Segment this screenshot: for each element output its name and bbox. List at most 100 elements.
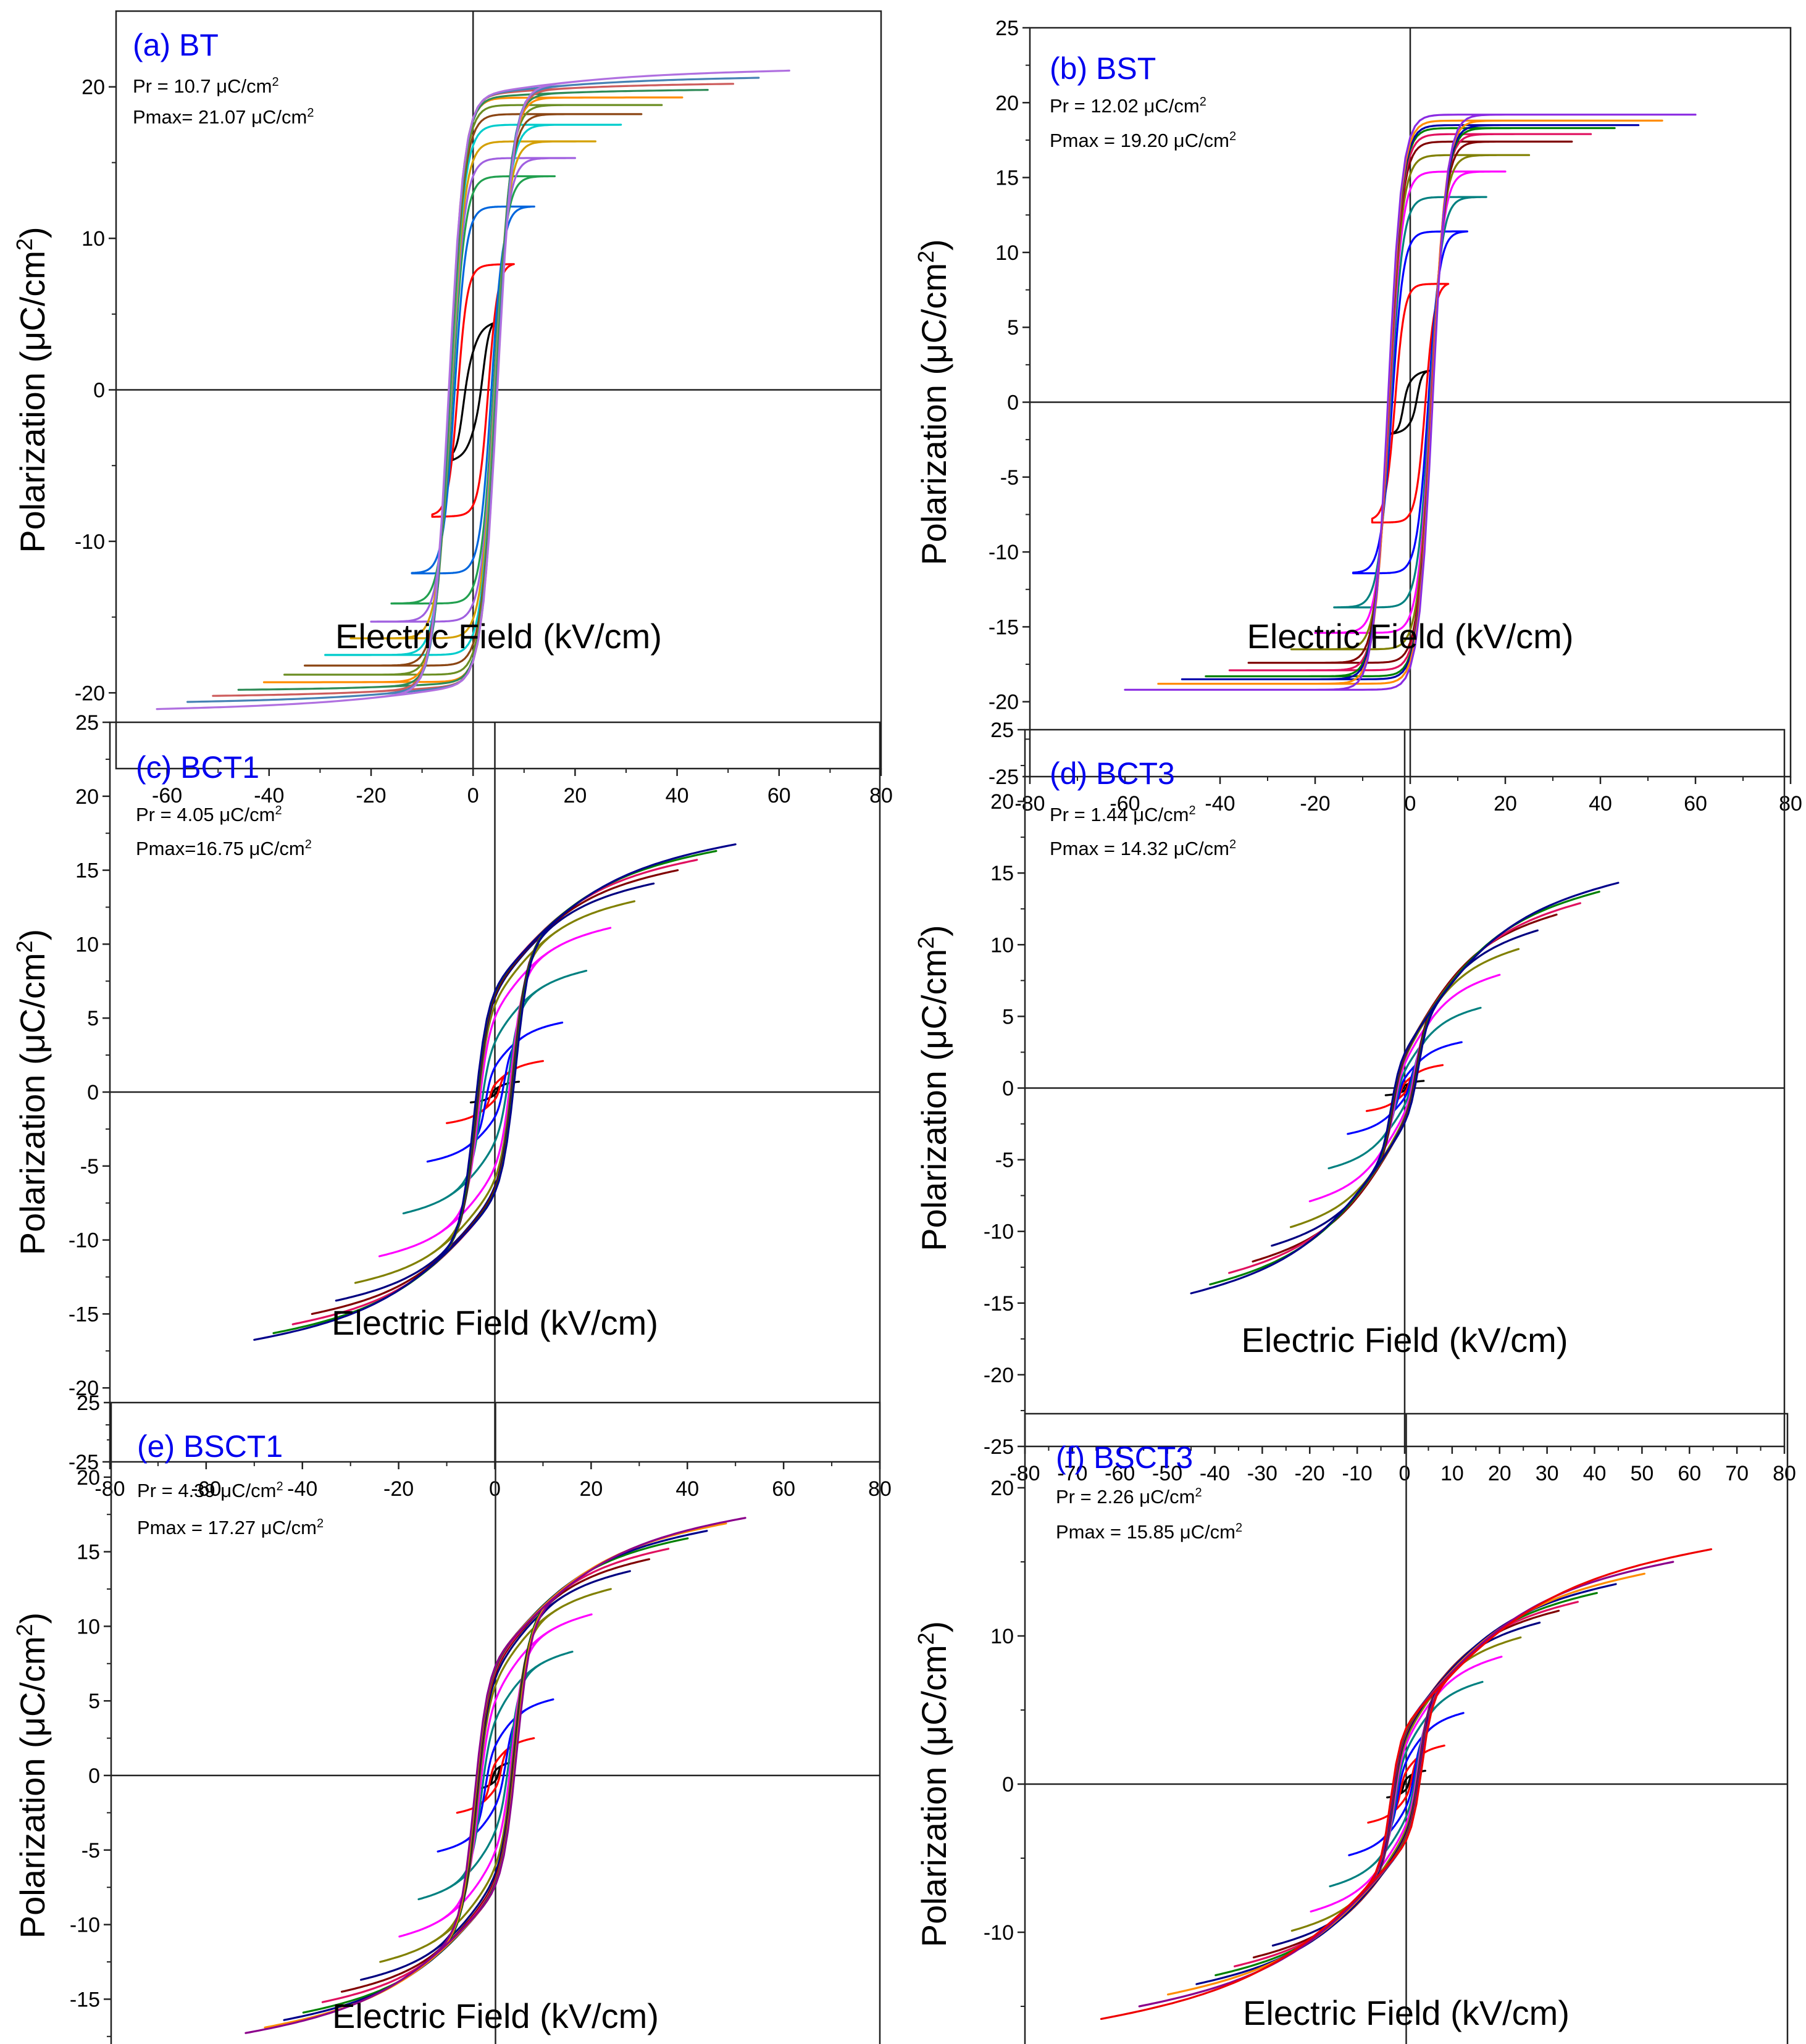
y-tick-label: 25 [77, 1391, 100, 1415]
y-tick-label: 20 [82, 76, 105, 99]
x-tick-label: -40 [1200, 1462, 1230, 1485]
x-tick-label: 10 [1440, 1462, 1464, 1485]
y-tick-label: -5 [82, 1839, 100, 1863]
x-axis-title: Electric Field (kV/cm) [335, 617, 662, 656]
pr-annotation: Pr = 1.44 μC/cm2 [1050, 804, 1196, 825]
hysteresis-loop-3 [1352, 230, 1468, 575]
y-tick-label: -10 [989, 541, 1019, 564]
x-tick-label: 80 [1773, 1462, 1796, 1485]
y-tick-label: 10 [990, 1625, 1014, 1648]
x-tick-label: -60 [1110, 792, 1140, 816]
x-tick-label: 40 [675, 1477, 699, 1501]
y-tick-label: 10 [995, 241, 1019, 265]
pr-annotation: Pr = 2.26 μC/cm2 [1056, 1486, 1202, 1508]
y-tick-label: 5 [1007, 316, 1019, 340]
y-tick-label: 5 [87, 1007, 99, 1030]
y-tick-label: -25 [989, 765, 1019, 789]
x-tick-label: 0 [1405, 792, 1416, 816]
y-tick-label: -15 [69, 1303, 99, 1326]
y-tick-label: -5 [80, 1155, 99, 1178]
panel-title: (a) BT [133, 28, 219, 62]
hysteresis-loop-11 [1195, 1583, 1617, 1985]
y-tick-label: -15 [989, 615, 1019, 639]
y-tick-label: 15 [77, 1541, 100, 1564]
x-tick-label: -20 [356, 784, 386, 807]
x-axis-title: Electric Field (kV/cm) [1247, 617, 1574, 656]
hysteresis-loop-2 [431, 263, 515, 518]
x-tick-label: -70 [1057, 1462, 1087, 1485]
x-axis-title: Electric Field (kV/cm) [1243, 1993, 1570, 2032]
y-axis-title: Polarization (μC/cm2) [913, 239, 954, 565]
y-tick-label: 15 [75, 859, 99, 883]
y-tick-label: 0 [1007, 391, 1019, 415]
chart-panel-e-bsct1: -80-70-60-50-40-30-20-100102030405060708… [0, 1377, 901, 2044]
pr-annotation: Pr = 4.05 μC/cm2 [136, 804, 282, 825]
y-tick-label: 0 [88, 1764, 100, 1788]
hysteresis-loop-5 [1308, 974, 1501, 1203]
x-tick-label: 20 [1494, 792, 1517, 816]
x-tick-label: 20 [1488, 1462, 1511, 1485]
hysteresis-loop-14 [156, 69, 790, 711]
x-tick-label: -40 [254, 784, 284, 807]
x-tick-label: -50 [1152, 1462, 1182, 1485]
panel-title: (d) BCT3 [1050, 756, 1175, 791]
x-tick-label: 40 [666, 784, 689, 807]
panel-title: (b) BST [1050, 51, 1156, 86]
hysteresis-loop-13 [1138, 1561, 1674, 2008]
y-tick-label: -15 [984, 1292, 1014, 1316]
hysteresis-loop-13 [245, 1517, 746, 2034]
y-tick-label: -10 [69, 1229, 99, 1253]
y-axis-title: Polarization (μC/cm2) [12, 929, 52, 1255]
hysteresis-loop-12 [264, 1522, 727, 2029]
panel-title: (c) BCT1 [136, 750, 259, 785]
y-tick-label: -20 [989, 691, 1019, 714]
x-tick-label: 20 [579, 1477, 603, 1501]
hysteresis-loop-10 [262, 96, 684, 683]
x-axis-title: Electric Field (kV/cm) [332, 1303, 658, 1342]
y-tick-label: -25 [69, 1451, 99, 1474]
pmax-annotation: Pmax= 21.07 μC/cm2 [133, 106, 314, 128]
hysteresis-plot-a: -60 -40 -20 0 20 40 60 80 -20 -10 0 10 20 (a) BT Pr = … [12, 10, 893, 807]
y-tick-label: -10 [75, 530, 105, 554]
x-tick-label: -20 [383, 1477, 414, 1501]
pmax-annotation: Pmax = 14.32 μC/cm2 [1050, 838, 1236, 859]
hysteresis-loop-7 [324, 123, 622, 656]
x-tick-label: -80 [94, 1477, 125, 1501]
y-tick-label: 20 [75, 785, 99, 809]
hysteresis-loop-8 [1252, 913, 1558, 1263]
y-tick-label: 0 [1002, 1773, 1014, 1796]
y-tick-label: -20 [75, 682, 105, 705]
y-tick-label: -15 [70, 1988, 100, 2011]
hysteresis-loop-6 [354, 900, 636, 1284]
x-tick-label: 80 [1779, 792, 1802, 816]
hysteresis-loop-10 [1181, 124, 1640, 680]
x-tick-label: 80 [869, 784, 893, 807]
x-tick-label: -20 [1295, 1462, 1325, 1485]
panel-title: (f) BSCT3 [1056, 1440, 1193, 1475]
hysteresis-loop-9 [1205, 127, 1616, 678]
hysteresis-loop-11 [1157, 119, 1663, 685]
pmax-annotation: Pmax=16.75 μC/cm2 [136, 838, 312, 859]
hysteresis-loop-11 [237, 89, 709, 691]
x-tick-label: 60 [772, 1477, 795, 1501]
y-tick-label: 25 [990, 719, 1014, 742]
y-tick-label: -10 [984, 1921, 1014, 1945]
x-tick-label: 40 [1583, 1462, 1607, 1485]
hysteresis-loop-13 [186, 77, 760, 703]
hysteresis-loop-6 [1290, 154, 1531, 651]
y-tick-label: 15 [990, 862, 1014, 885]
hysteresis-loop-4 [402, 969, 588, 1215]
x-tick-label: 50 [1630, 1462, 1653, 1485]
x-tick-label: -60 [191, 1477, 221, 1501]
y-tick-label: 25 [75, 711, 99, 735]
hysteresis-loop-14 [1100, 1548, 1713, 2020]
chart-panel-d-bct3: -80 -70 -60 -50 -40 -30 -20 -10 0 10 20 30 40 50 60 70 8… [901, 679, 1806, 1485]
hysteresis-plot-c: -80 -60 -40 -20 0 20 40 60 80 -25 -20 -15 -10 -5 0 5 10 1… [12, 711, 892, 1501]
y-axis-title: Polarization (μC/cm2) [913, 1621, 954, 1947]
y-tick-label: 25 [995, 17, 1019, 40]
x-tick-label: -40 [1205, 792, 1235, 816]
y-tick-label: 10 [82, 227, 105, 251]
x-tick-label: 20 [563, 784, 587, 807]
y-tick-label: 0 [1002, 1077, 1014, 1101]
y-tick-label: 0 [93, 379, 105, 403]
